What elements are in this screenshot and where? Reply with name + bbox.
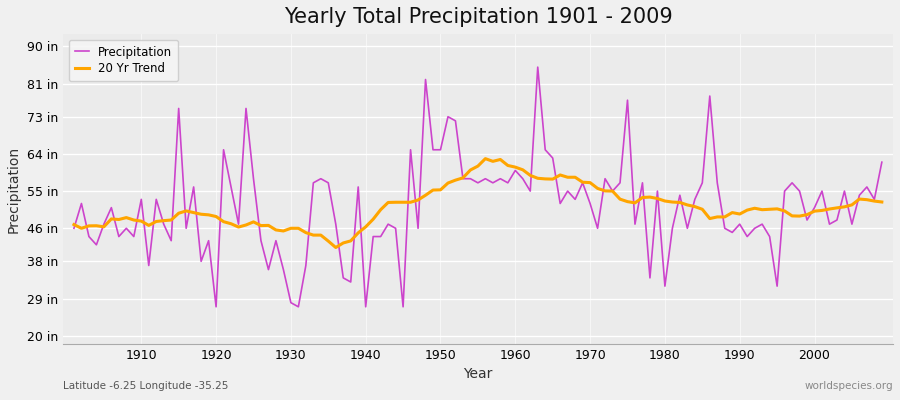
Precipitation	[615, 180, 626, 185]
Y-axis label: Precipitation: Precipitation	[7, 146, 21, 232]
Legend: Precipitation, 20 Yr Trend: Precipitation, 20 Yr Trend	[68, 40, 178, 81]
Precipitation	[518, 176, 528, 181]
20 Yr Trend	[330, 245, 341, 250]
Precipitation	[877, 160, 887, 164]
Precipitation	[532, 65, 543, 70]
Precipitation	[211, 304, 221, 309]
Line: 20 Yr Trend: 20 Yr Trend	[74, 159, 882, 248]
Precipitation	[510, 168, 521, 173]
20 Yr Trend	[129, 218, 140, 222]
X-axis label: Year: Year	[464, 368, 492, 382]
20 Yr Trend	[480, 156, 491, 161]
Precipitation	[346, 280, 356, 284]
20 Yr Trend	[68, 222, 79, 227]
20 Yr Trend	[518, 168, 528, 172]
Precipitation	[68, 226, 79, 231]
Precipitation	[301, 263, 311, 268]
20 Yr Trend	[615, 197, 626, 202]
Line: Precipitation: Precipitation	[74, 67, 882, 307]
Text: Latitude -6.25 Longitude -35.25: Latitude -6.25 Longitude -35.25	[63, 381, 228, 391]
Text: worldspecies.org: worldspecies.org	[805, 381, 893, 391]
20 Yr Trend	[525, 173, 535, 178]
20 Yr Trend	[877, 200, 887, 204]
20 Yr Trend	[293, 226, 304, 231]
20 Yr Trend	[346, 238, 356, 243]
Precipitation	[129, 234, 140, 239]
Title: Yearly Total Precipitation 1901 - 2009: Yearly Total Precipitation 1901 - 2009	[284, 7, 672, 27]
